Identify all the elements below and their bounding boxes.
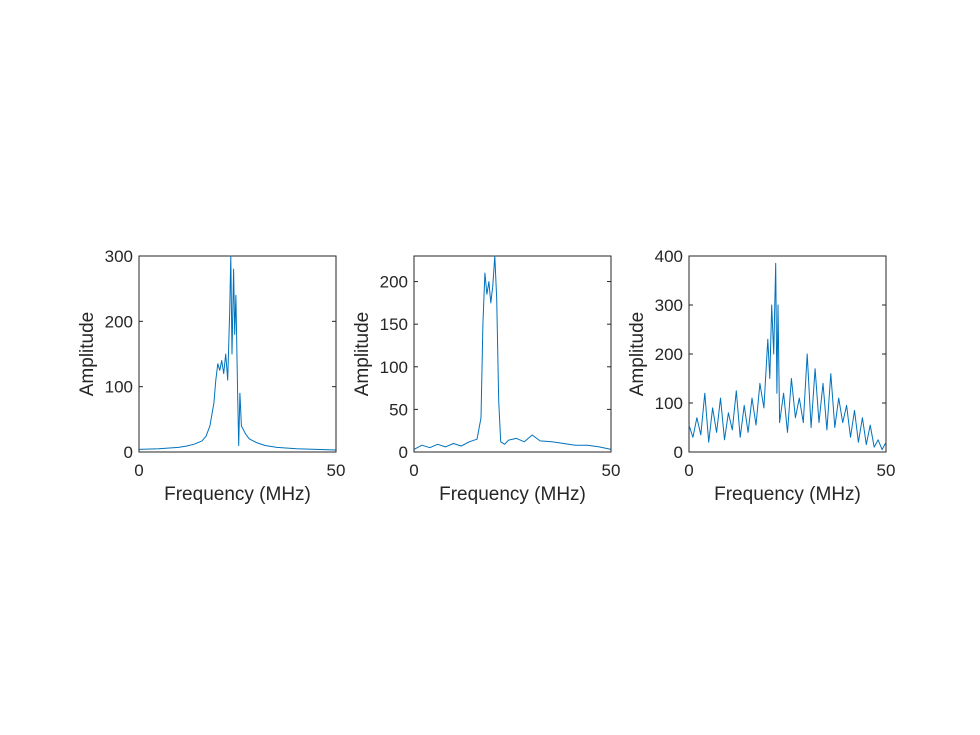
- chart-2: 0 50 100 150 200 0 50 Frequency (MHz) Amplitude: [352, 255, 621, 505]
- y-tick-label: 200: [380, 273, 408, 292]
- x-tick-label: 0: [684, 461, 693, 480]
- y-tick-label: 150: [380, 315, 408, 334]
- x-axis-label: Frequency (MHz): [714, 484, 861, 505]
- chart-1: 0 100 200 300 0 50 Frequency (MHz) Amplitude: [77, 247, 345, 505]
- y-tick-label: 100: [380, 358, 408, 377]
- chart-3: 0 100 200 300 400 0 50 Frequency (MHz) Amplitude: [627, 247, 895, 505]
- y-axis-label: Amplitude: [77, 312, 98, 397]
- series-line: [138, 255, 337, 451]
- charts: 0 100 200 300 0 50 Frequency (MHz) Amplitude 0 50…: [77, 247, 895, 505]
- plot-area: [413, 255, 612, 453]
- plot-area: [138, 255, 337, 453]
- y-tick-label: 100: [655, 394, 683, 413]
- x-axis-label: Frequency (MHz): [439, 484, 586, 505]
- y-axis-label: Amplitude: [352, 312, 373, 397]
- y-tick-label: 100: [105, 378, 133, 397]
- y-tick-label: 300: [655, 296, 683, 315]
- series-line: [413, 255, 612, 450]
- y-tick-label: 300: [105, 247, 133, 266]
- y-tick-label: 0: [399, 443, 408, 462]
- y-tick-label: 50: [389, 400, 408, 419]
- y-tick-label: 0: [124, 443, 133, 462]
- y-tick-label: 400: [655, 247, 683, 266]
- x-tick-label: 50: [877, 461, 896, 480]
- y-tick-label: 200: [105, 312, 133, 331]
- series-line: [688, 262, 887, 451]
- y-tick-label: 200: [655, 345, 683, 364]
- x-tick-label: 50: [327, 461, 346, 480]
- x-tick-label: 0: [409, 461, 418, 480]
- y-tick-label: 0: [674, 443, 683, 462]
- x-axis-label: Frequency (MHz): [164, 484, 311, 505]
- x-tick-label: 0: [134, 461, 143, 480]
- x-tick-label: 50: [602, 461, 621, 480]
- y-axis-label: Amplitude: [627, 312, 648, 397]
